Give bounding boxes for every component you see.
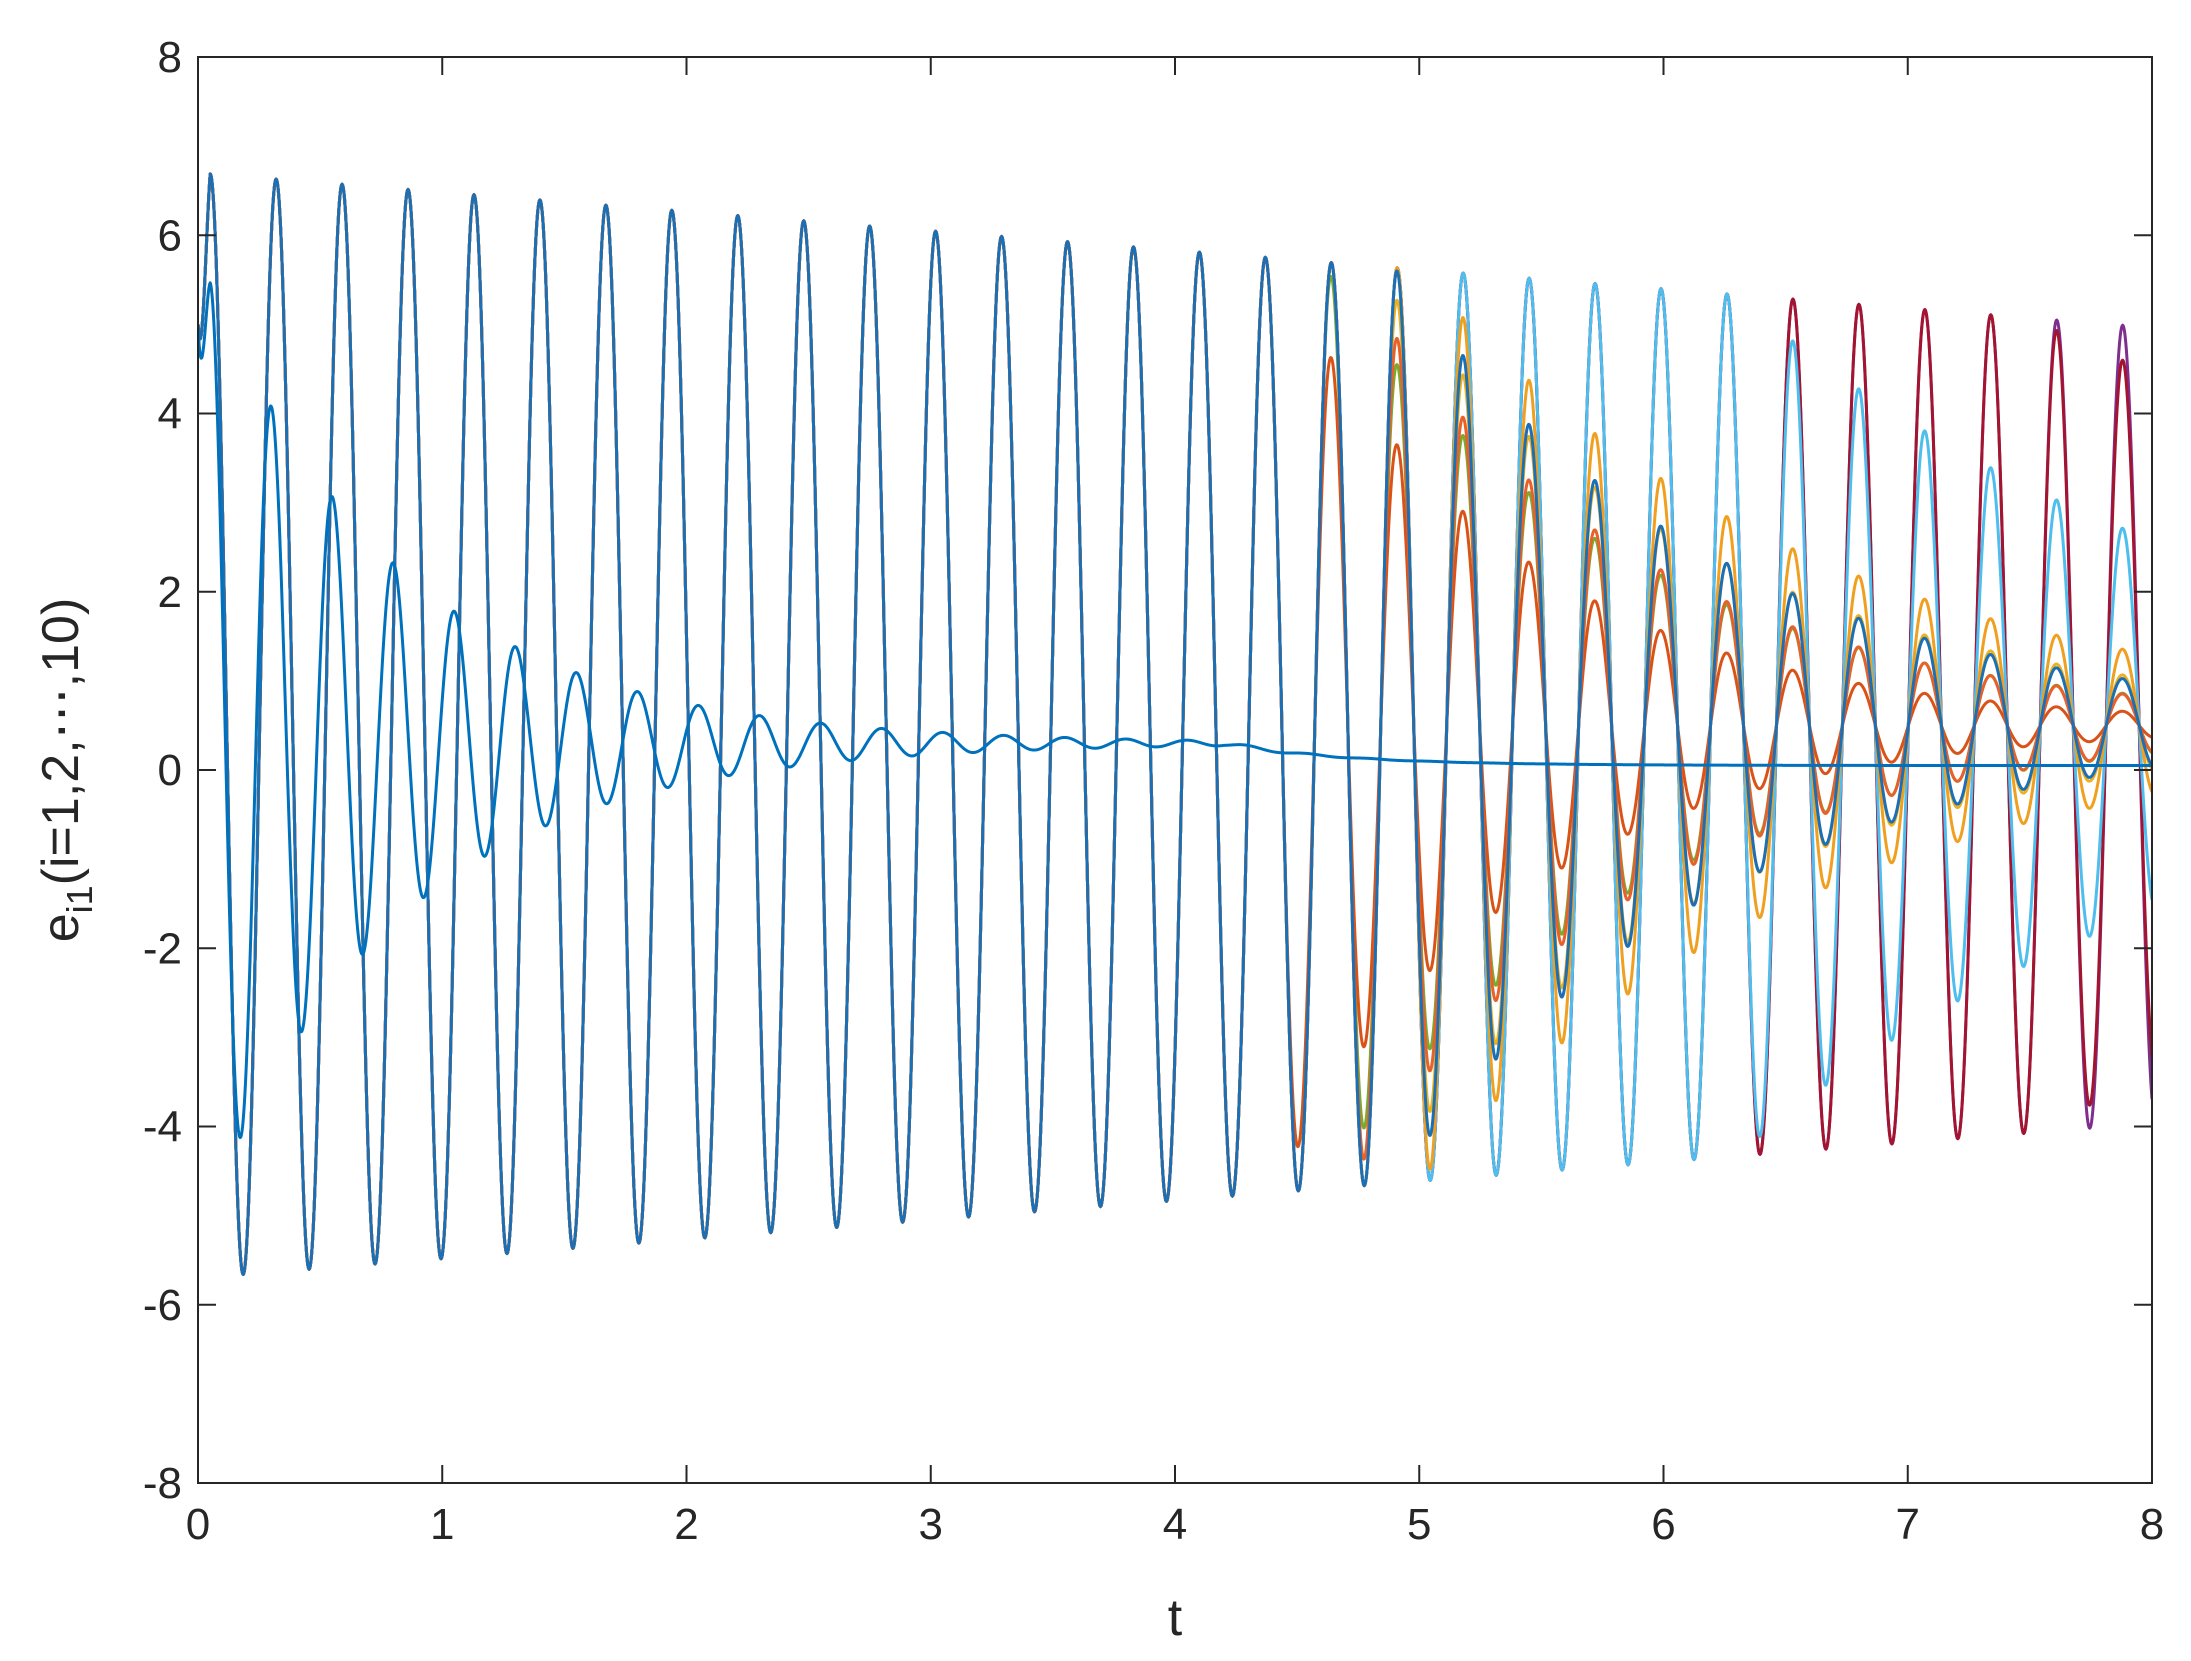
x-tick-label: 3 xyxy=(919,1500,943,1549)
y-tick-label: 6 xyxy=(158,211,182,260)
series-line-9 xyxy=(198,172,2152,1276)
y-axis-label: ei1(i=1,2,⋯,10) xyxy=(32,598,100,943)
y-axis-label-subscript: i1 xyxy=(59,885,100,913)
y-axis-label-base: e xyxy=(32,913,90,942)
x-tick-label: 1 xyxy=(430,1500,454,1549)
y-tick-label: 8 xyxy=(158,33,182,82)
x-tick-label: 2 xyxy=(674,1500,698,1549)
y-tick-label: -2 xyxy=(143,924,182,973)
x-tick-label: 0 xyxy=(186,1500,210,1549)
series-layer xyxy=(198,172,2152,1276)
tick-label-layer: 0 1 2 3 4 5 6 7 8 -8 -6 -4 -2 0 2 4 6 8 xyxy=(143,33,2164,1549)
y-tick-label: -4 xyxy=(143,1103,182,1152)
y-tick-label: -6 xyxy=(143,1281,182,1330)
series-line-10 xyxy=(198,281,2152,1140)
y-tick-label: 0 xyxy=(158,746,182,795)
x-axis-label: t xyxy=(1168,1589,1183,1647)
y-tick-label: 4 xyxy=(158,390,182,439)
x-tick-label: 4 xyxy=(1163,1500,1187,1549)
y-tick-label: -8 xyxy=(143,1459,182,1508)
x-tick-label: 7 xyxy=(1896,1500,1920,1549)
y-axis-label-rest: (i=1,2,⋯,10) xyxy=(32,598,90,886)
x-tick-label: 6 xyxy=(1651,1500,1675,1549)
y-tick-label: 2 xyxy=(158,568,182,617)
tick-layer xyxy=(197,56,2153,1484)
x-tick-label: 5 xyxy=(1407,1500,1431,1549)
x-tick-label: 8 xyxy=(2140,1500,2164,1549)
